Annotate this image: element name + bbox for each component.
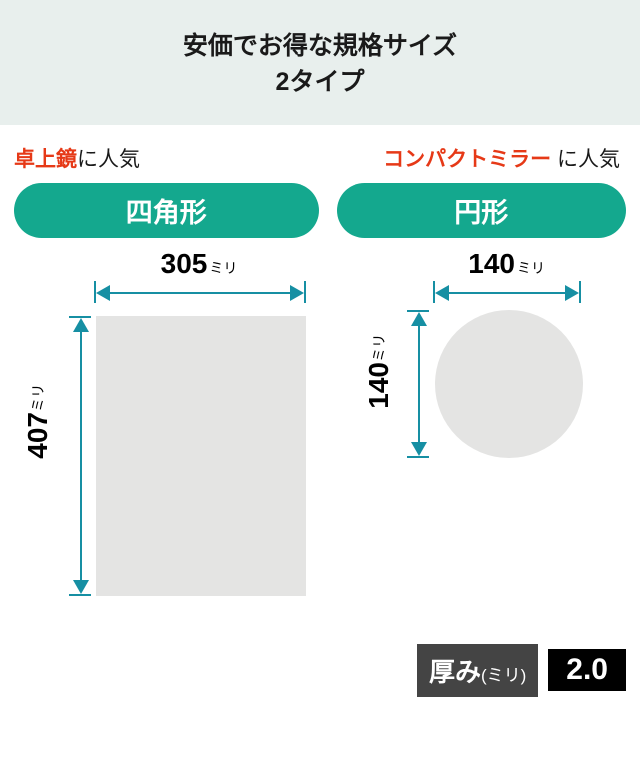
shape-label-circle: 円形: [337, 183, 626, 238]
tick: [579, 281, 581, 303]
content-row: 卓上鏡に人気 四角形 305 ミリ 407 ミリ: [0, 125, 640, 618]
shape-circle: [435, 310, 583, 458]
header-line-1: 安価でお得な規格サイズ: [0, 28, 640, 64]
tag-suffix-right: に人気: [551, 148, 620, 171]
shape-label-rectangle: 四角形: [14, 183, 319, 238]
tick: [69, 594, 91, 596]
shape-rectangle: [96, 316, 306, 596]
tick: [407, 456, 429, 458]
width-arrow-circle: [437, 292, 577, 294]
tagline-right: コンパクトミラー に人気: [337, 143, 626, 173]
height-arrow-rect: [80, 320, 82, 592]
height-arrow-circle: [418, 314, 420, 454]
width-label-rect: 305 ミリ: [104, 248, 294, 280]
tag-accent-left: 卓上鏡: [14, 148, 77, 171]
diagram-rectangle: 305 ミリ 407 ミリ: [14, 248, 319, 618]
column-circle: コンパクトミラー に人気 円形 140 ミリ 140 ミリ: [337, 143, 626, 618]
thickness-row: 厚み (ミリ) 2.0: [0, 618, 640, 715]
tag-accent-right: コンパクトミラー: [383, 148, 551, 171]
height-label-rect: 407 ミリ: [22, 388, 54, 459]
thickness-label-box: 厚み (ミリ): [417, 644, 538, 697]
thickness-label: 厚み: [429, 652, 481, 689]
header-line-2: 2タイプ: [0, 64, 640, 100]
thickness-unit: (ミリ): [481, 661, 526, 686]
diagram-circle: 140 ミリ 140 ミリ: [337, 248, 626, 498]
width-arrow-rect: [98, 292, 302, 294]
width-label-circle: 140 ミリ: [437, 248, 577, 280]
tick: [304, 281, 306, 303]
tag-suffix-left: に人気: [77, 148, 140, 171]
tagline-left: 卓上鏡に人気: [14, 143, 319, 173]
thickness-value: 2.0: [548, 649, 626, 691]
column-rectangle: 卓上鏡に人気 四角形 305 ミリ 407 ミリ: [14, 143, 319, 618]
header-banner: 安価でお得な規格サイズ 2タイプ: [0, 0, 640, 125]
height-label-circle: 140 ミリ: [363, 338, 395, 409]
